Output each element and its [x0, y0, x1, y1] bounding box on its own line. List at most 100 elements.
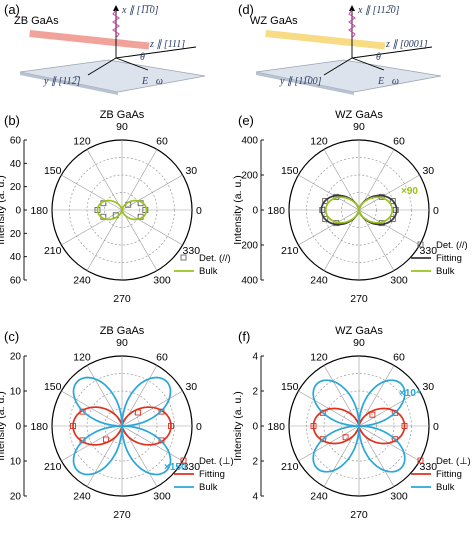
angle-label: 300: [153, 490, 171, 502]
radial-tick-label: 20: [10, 229, 22, 240]
y-axis-label: y ∥ [112̅]: [43, 76, 81, 87]
angle-label: 150: [44, 165, 62, 177]
schematic-wz: (d) WZ GaAs x ∥ [112̅0] z ∥ [0001] y ∥ […: [238, 2, 442, 95]
chart-title: ZB GaAs: [100, 325, 145, 337]
y-axis-label: y ∥ [11̅00]: [279, 76, 322, 87]
angle-label: 270: [113, 293, 131, 305]
radial-tick-label: 0: [252, 422, 258, 433]
scale-annotation: ×150: [164, 462, 187, 473]
angle-label: 30: [185, 165, 197, 177]
substrate-edge: [20, 72, 118, 95]
y-axis-arrow: [323, 57, 353, 76]
legend-swatch: [180, 254, 187, 261]
angle-label: 270: [350, 293, 368, 305]
angle-label: 90: [116, 337, 128, 349]
radial-tick-label: 0: [15, 422, 21, 433]
angle-label: 210: [281, 461, 299, 473]
radial-tick-label: 200: [241, 171, 258, 182]
substrate-edge: [256, 72, 354, 95]
chart-title: WZ GaAs: [335, 325, 383, 337]
radial-tick-label: 10: [10, 387, 22, 398]
data-point: [369, 411, 376, 418]
panel-label: (b): [4, 113, 20, 128]
panel-label-a: (a): [4, 2, 20, 17]
y-axis-title: Intensity (a. u.): [232, 391, 244, 460]
scale-annotation: ×10⁴: [399, 388, 421, 399]
field-arrow: [351, 57, 385, 71]
panel-label: (c): [4, 329, 19, 344]
angle-label: 150: [281, 381, 299, 393]
scale-annotation: ×90: [401, 186, 418, 197]
angle-label: 120: [310, 352, 328, 364]
legend-entry: Fitting: [436, 253, 462, 264]
angle-label: 180: [30, 205, 48, 217]
angle-label: 120: [73, 352, 91, 364]
x-axis-label: x ∥ [1̅1̅0]: [121, 5, 159, 16]
legend-entry: Det. (⊥): [199, 456, 234, 467]
series-line: [72, 376, 172, 476]
angle-label: 330: [183, 245, 201, 257]
angle-label: 330: [420, 461, 438, 473]
excitation-wave: [348, 9, 356, 39]
angle-label: 210: [44, 461, 62, 473]
data-point: [322, 216, 329, 223]
radial-tick-label: 20: [10, 182, 22, 193]
polar-plots: (b) ZB GaAs030609012015018021024027030033…: [0, 109, 471, 521]
radial-tick-label: 40: [10, 159, 22, 170]
x-arrowhead: [113, 5, 119, 11]
data-point: [342, 434, 349, 441]
radial-tick-label: 400: [241, 136, 258, 147]
y-axis-arrow: [87, 57, 117, 76]
radial-tick-label: 400: [241, 276, 258, 287]
legend-entry: Bulk: [199, 266, 218, 277]
radial-tick-label: 4: [252, 352, 258, 363]
field-label: E⃗ω: [377, 76, 399, 87]
angle-label: 90: [353, 337, 365, 349]
legend-entry: Det. (//): [436, 240, 468, 251]
angle-label: 30: [422, 165, 434, 177]
radial-tick-label: 2: [252, 457, 258, 468]
polar-chart-e: (e) WZ GaAs 0 30 60 90 120 150 180 210 240 270 300 33…: [232, 109, 468, 305]
z-axis-label: z ∥ [111]: [149, 39, 185, 50]
angle-label: 0: [196, 205, 202, 217]
x-axis-label: x ∥ [112̅0]: [357, 5, 400, 16]
angle-label: 30: [422, 381, 434, 393]
field-arrow: [115, 57, 149, 71]
legend-swatch: [417, 241, 424, 248]
y-axis-title: Intensity (a. u.): [232, 175, 244, 244]
excitation-wave: [112, 9, 120, 39]
x-arrowhead: [349, 5, 355, 11]
series-line: [324, 196, 394, 224]
angle-label: 60: [393, 136, 405, 148]
radial-tick-label: 20: [10, 352, 22, 363]
angle-label: 180: [30, 421, 48, 433]
angle-label: 0: [433, 205, 439, 217]
legend-entry: Fitting: [199, 469, 225, 480]
angle-label: 300: [153, 274, 171, 286]
z-axis-arrow: [351, 46, 433, 59]
angle-label: 120: [310, 136, 328, 148]
field-label: E⃗ω: [141, 76, 163, 87]
data-point: [389, 197, 396, 204]
legend-entry: Det. (//): [199, 253, 231, 264]
series-line: [312, 407, 406, 445]
angle-label: 0: [196, 421, 202, 433]
legend-entry: Bulk: [436, 266, 455, 277]
radial-tick-label: 4: [252, 492, 258, 503]
legend-entry: Det. (⊥): [436, 456, 471, 467]
z-axis-label: z ∥ [0001]: [385, 39, 428, 50]
angle-label: 300: [390, 490, 408, 502]
angle-label: 150: [44, 381, 62, 393]
nanowire-beam: [265, 30, 386, 50]
z-axis-arrow: [115, 46, 197, 59]
radial-tick-label: 20: [10, 492, 22, 503]
legend-entry: Bulk: [199, 482, 218, 493]
series-line: [72, 406, 172, 446]
angle-label: 210: [44, 245, 62, 257]
theta-label: θ: [376, 52, 381, 63]
chart-title: WZ GaAs: [335, 109, 383, 121]
angle-label: 240: [310, 274, 328, 286]
data-point: [322, 197, 329, 204]
angle-label: 240: [310, 490, 328, 502]
angle-label: 240: [73, 274, 91, 286]
